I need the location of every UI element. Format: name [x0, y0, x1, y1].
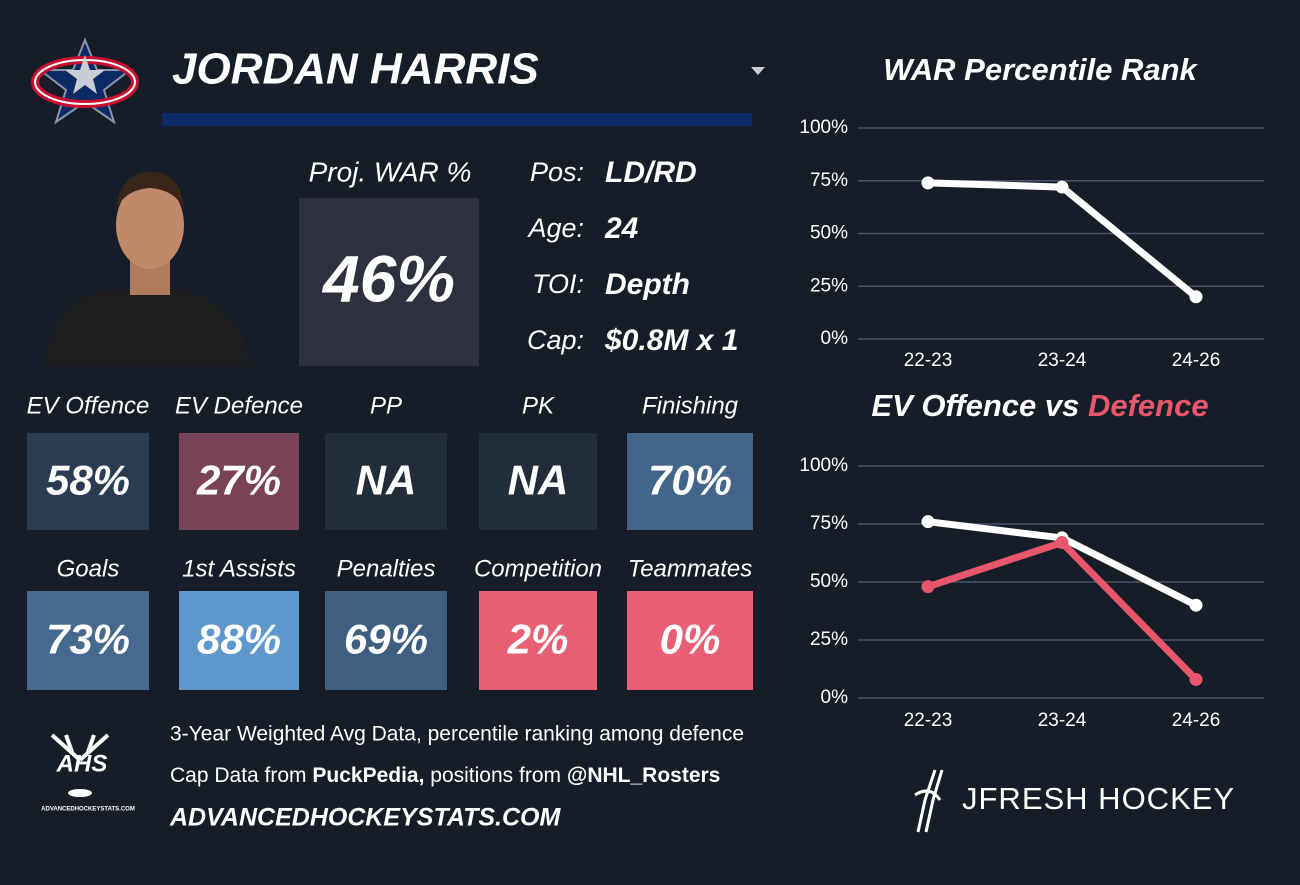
- name-underline: [162, 113, 752, 126]
- brand-name: JFRESH HOCKEY: [962, 781, 1235, 816]
- tile-label: EV Offence: [27, 392, 150, 419]
- dropdown-toggle[interactable]: [751, 67, 765, 75]
- tile-value: NA: [356, 457, 417, 504]
- tile-label: Penalties: [337, 555, 436, 582]
- tile-label: EV Defence: [175, 392, 303, 419]
- line-point: [921, 515, 935, 529]
- line-point: [921, 176, 935, 190]
- x-tick-label: 24-26: [1172, 710, 1221, 731]
- tile-box: [479, 591, 597, 690]
- info-label: TOI:: [532, 269, 584, 299]
- ahs-logo-sub: ADVANCEDHOCKEYSTATS.COM: [41, 807, 135, 813]
- ahs-logo: [50, 733, 110, 797]
- line-point: [921, 580, 935, 594]
- footer-text: positions from: [424, 764, 566, 787]
- y-tick-label: 0%: [821, 328, 849, 349]
- chart-title-part: WAR Percentile Rank: [883, 52, 1198, 87]
- line-point: [1189, 672, 1203, 686]
- tile-box: [627, 591, 753, 690]
- y-tick-label: 100%: [799, 455, 848, 476]
- tile-label: Finishing: [642, 392, 739, 419]
- footer-line2: Cap Data from PuckPedia, positions from …: [170, 764, 720, 787]
- tile-label: PP: [370, 392, 402, 419]
- y-tick-label: 0%: [821, 687, 849, 708]
- info-value: 24: [604, 212, 639, 245]
- tile-value: 70%: [648, 457, 732, 504]
- x-tick-label: 23-24: [1038, 350, 1087, 371]
- chart-title: EV Offence vs Defence: [871, 388, 1208, 423]
- footer-text: Cap Data from: [170, 764, 312, 787]
- info-value: $0.8M x 1: [604, 324, 738, 357]
- tile-value: 73%: [46, 616, 130, 663]
- footer-link: @NHL_Rosters: [567, 764, 721, 787]
- proj-war-value: 46%: [321, 241, 455, 315]
- tile-box: [479, 433, 597, 530]
- tile-label: Competition: [474, 555, 602, 582]
- tile-box: [325, 433, 447, 530]
- proj-war-label: Proj. WAR %: [309, 156, 472, 187]
- y-tick-label: 75%: [810, 513, 848, 534]
- tile-box: [627, 433, 753, 530]
- y-tick-label: 25%: [810, 275, 848, 296]
- y-tick-label: 50%: [810, 571, 848, 592]
- tile-value: 2%: [507, 616, 569, 663]
- ahs-logo-text: AHS: [56, 750, 108, 777]
- proj-war-box: [299, 198, 479, 366]
- tile-value: 27%: [196, 457, 281, 504]
- tile-box: [27, 433, 149, 530]
- y-tick-label: 25%: [810, 629, 848, 650]
- tile-box: [27, 591, 149, 690]
- jfresh-logo: [914, 769, 944, 833]
- x-tick-label: 22-23: [904, 350, 953, 371]
- y-tick-label: 50%: [810, 223, 848, 244]
- tile-box: [179, 433, 299, 530]
- info-value: Depth: [605, 268, 690, 301]
- tile-label: Teammates: [628, 555, 753, 582]
- x-tick-label: 22-23: [904, 710, 953, 731]
- y-tick-label: 100%: [799, 117, 848, 138]
- y-tick-label: 75%: [810, 170, 848, 191]
- player-photo: [45, 172, 250, 366]
- x-tick-label: 23-24: [1038, 710, 1087, 731]
- tile-value: 58%: [46, 457, 130, 504]
- player-name: JORDAN HARRIS: [172, 45, 539, 94]
- info-label: Age:: [526, 213, 584, 243]
- line-point: [1189, 598, 1203, 612]
- x-tick-label: 24-26: [1172, 350, 1221, 371]
- footer-site: ADVANCEDHOCKEYSTATS.COM: [169, 804, 561, 832]
- tile-box: [325, 591, 447, 690]
- team-logo: [31, 37, 139, 125]
- tile-label: Goals: [57, 555, 120, 582]
- info-label: Cap:: [527, 325, 584, 355]
- tile-value: 88%: [197, 616, 281, 663]
- tile-value: 0%: [660, 616, 721, 663]
- tile-box: [179, 591, 299, 690]
- chart-title-part: EV Offence vs: [871, 388, 1088, 423]
- tile-value: NA: [508, 457, 569, 504]
- line-point: [1189, 290, 1203, 304]
- footer-line1: 3-Year Weighted Avg Data, percentile ran…: [170, 723, 744, 746]
- chart-title-part: Defence: [1088, 388, 1209, 423]
- chart-title: WAR Percentile Rank: [883, 52, 1198, 87]
- line-point: [1055, 180, 1069, 194]
- info-label: Pos:: [530, 157, 584, 187]
- tile-label: 1st Assists: [182, 555, 296, 582]
- info-value: LD/RD: [605, 156, 697, 189]
- tile-value: 69%: [344, 616, 428, 663]
- footer-link: PuckPedia,: [312, 764, 424, 787]
- line-point: [1055, 536, 1069, 550]
- tile-label: PK: [522, 392, 555, 419]
